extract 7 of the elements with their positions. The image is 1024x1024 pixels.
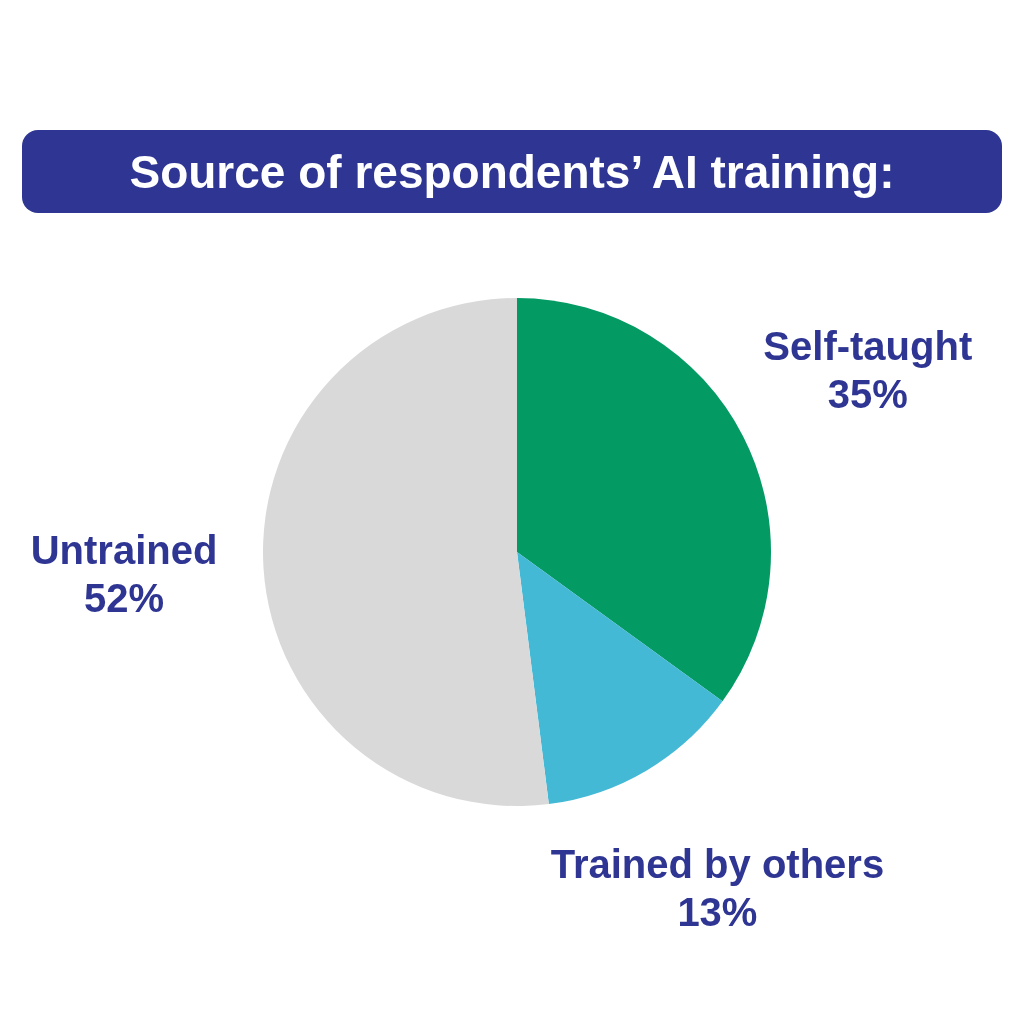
slice-label: Self-taught <box>763 324 973 369</box>
slice-label: Untrained <box>30 527 218 572</box>
data-label: 35% <box>827 372 908 417</box>
data-label: 52% <box>84 575 165 620</box>
data-label: 13% <box>677 889 758 934</box>
slice-label: Trained by others <box>550 841 885 886</box>
chart-title: Source of respondents’ AI training: <box>22 130 1002 213</box>
